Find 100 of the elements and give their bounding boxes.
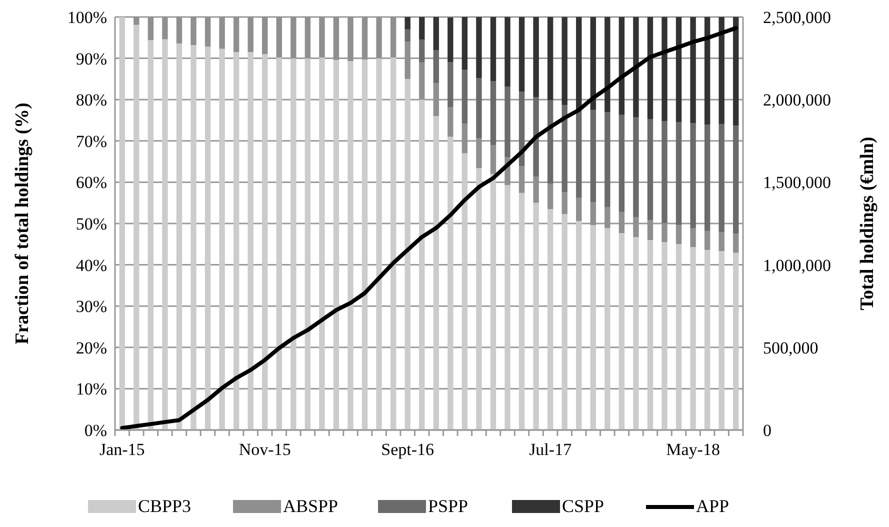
bar <box>404 78 410 430</box>
bar <box>419 40 425 62</box>
bar <box>633 237 639 430</box>
bar <box>190 45 196 430</box>
y-tick-label: 70% <box>76 132 107 151</box>
bar <box>590 225 596 430</box>
bar <box>590 110 596 202</box>
bar <box>490 174 496 430</box>
y-tick-label: 100% <box>67 8 107 27</box>
legend-label: ABSPP <box>283 496 338 516</box>
bar <box>390 57 396 430</box>
bar <box>462 70 468 124</box>
bar <box>348 61 354 430</box>
line-series <box>120 26 738 430</box>
bar <box>633 117 639 218</box>
bar <box>676 122 682 226</box>
bar <box>476 78 482 138</box>
bar <box>704 230 710 250</box>
x-tick-label: May-18 <box>666 440 720 459</box>
bar <box>647 240 654 430</box>
x-tick-label: Jul-17 <box>529 440 572 459</box>
bar <box>562 17 568 105</box>
bar <box>119 17 125 430</box>
bar <box>290 58 296 430</box>
bar <box>448 107 454 137</box>
bar <box>718 232 724 252</box>
bar <box>733 17 739 126</box>
bar <box>547 100 554 184</box>
bar <box>547 17 554 100</box>
bar <box>162 39 168 430</box>
bar <box>618 17 625 115</box>
bar <box>562 192 568 214</box>
y2-tick-label: 500,000 <box>763 338 818 358</box>
bar <box>148 40 154 430</box>
bar <box>134 24 140 430</box>
bar <box>662 121 668 224</box>
bar <box>248 52 254 430</box>
y2-axis-title: Total holdings (€mln) <box>857 136 878 310</box>
bar <box>576 221 582 430</box>
bar <box>448 17 454 62</box>
bar <box>404 29 410 42</box>
bar <box>448 136 454 430</box>
bar <box>319 57 325 430</box>
bar <box>562 214 568 430</box>
bar <box>576 198 582 222</box>
bar <box>618 114 625 212</box>
bar <box>448 62 454 108</box>
bar <box>233 52 240 430</box>
y-tick-label: 80% <box>76 90 107 110</box>
bar <box>518 192 525 430</box>
bar <box>476 168 482 430</box>
y-tick-label: 60% <box>76 173 107 192</box>
bar <box>304 58 311 430</box>
y2-tick-label: 2,500,000 <box>763 8 831 27</box>
y2-tick-label: 2,000,000 <box>763 90 831 110</box>
y-tick-label: 10% <box>76 380 107 399</box>
bar <box>676 225 682 244</box>
bar <box>476 17 482 78</box>
bar <box>533 97 539 177</box>
bar <box>490 17 496 82</box>
bar <box>604 112 610 207</box>
bar <box>718 17 724 124</box>
bar <box>704 17 710 125</box>
y-tick-label: 30% <box>76 297 107 316</box>
bar <box>690 123 696 228</box>
bar <box>733 126 739 234</box>
x-tick-label: Sept-16 <box>381 440 434 459</box>
bar <box>504 17 510 87</box>
x-tick-label: Jan-15 <box>99 440 145 459</box>
legend-label: CBPP3 <box>138 496 192 516</box>
bar <box>576 17 582 110</box>
y-tick-label: 0% <box>84 420 107 440</box>
y-tick-label: 40% <box>76 256 107 275</box>
bar <box>633 17 639 118</box>
bar <box>333 60 340 430</box>
bar <box>604 17 610 112</box>
y2-tick-label: 1,500,000 <box>763 173 831 192</box>
bar <box>433 50 439 84</box>
bar <box>419 17 425 40</box>
bar <box>590 17 596 110</box>
bar <box>518 17 525 92</box>
bar <box>490 81 496 146</box>
bar <box>662 242 668 430</box>
bar <box>576 110 582 198</box>
bar <box>262 54 268 430</box>
legend-label: APP <box>696 496 730 516</box>
legend-label: PSPP <box>428 496 468 516</box>
bar <box>704 250 710 430</box>
bar <box>276 57 282 430</box>
bar <box>662 17 668 122</box>
bar <box>462 153 468 430</box>
y-tick-label: 20% <box>76 338 107 358</box>
bar <box>547 184 554 210</box>
y-tick-label: 50% <box>76 214 107 234</box>
bar <box>433 17 439 50</box>
bar <box>176 43 182 430</box>
bar <box>733 252 739 430</box>
y-tick-label: 90% <box>76 49 107 68</box>
bar <box>462 17 468 70</box>
bar <box>604 228 610 430</box>
